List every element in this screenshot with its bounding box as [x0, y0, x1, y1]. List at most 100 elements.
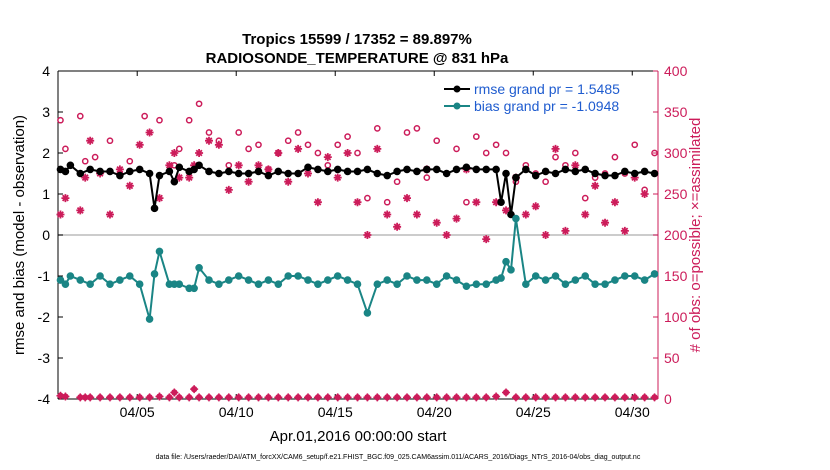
footnote: data file: /Users/raeder/DAI/ATM_forcXX/… — [156, 454, 641, 461]
bias-point — [591, 280, 599, 289]
rmse-point — [175, 163, 184, 172]
obs-assimilated-marker — [244, 177, 253, 186]
obs-assimilated-marker — [204, 136, 213, 145]
obs-bottom-star — [601, 393, 610, 402]
obs-possible-marker — [542, 178, 549, 186]
obs-assimilated-marker — [294, 144, 303, 153]
obs-assimilated-marker — [190, 161, 199, 170]
rmse-point — [125, 167, 134, 176]
bias-point — [175, 280, 184, 289]
obs-bottom-star — [155, 392, 164, 401]
obs-bottom-star — [502, 388, 511, 397]
obs-bottom-star — [620, 393, 629, 402]
obs-possible-marker — [255, 141, 262, 149]
obs-assimilated-marker — [234, 161, 243, 170]
rmse-point — [630, 169, 639, 178]
rmse-point — [66, 161, 75, 170]
rmse-point — [581, 165, 590, 174]
obs-bottom-star — [650, 393, 659, 402]
obs-possible-marker — [423, 174, 431, 181]
obs-bottom-star — [383, 393, 392, 402]
obs-possible-marker — [156, 116, 163, 124]
obs-bottom-star — [521, 393, 530, 402]
obs-assimilated-marker — [304, 169, 312, 178]
bias-point — [254, 280, 263, 289]
obs-assimilated-marker — [482, 235, 491, 244]
rmse-point — [76, 169, 85, 178]
bias-point — [507, 266, 515, 274]
obs-bottom-star — [551, 393, 560, 402]
obs-assimilated-marker — [412, 210, 421, 219]
bias-point — [333, 272, 342, 280]
rmse-point — [234, 169, 243, 178]
obs-possible-marker — [393, 178, 401, 186]
bias-point — [452, 276, 461, 284]
x-tick-label: 04/15 — [318, 404, 353, 420]
y-left-tick-label: 3 — [42, 104, 50, 120]
rmse-point — [423, 165, 431, 174]
legend-bias-marker — [453, 102, 461, 110]
rmse-point — [135, 165, 144, 174]
rmse-point — [190, 165, 198, 174]
bias-point — [215, 280, 223, 289]
rmse-point — [116, 171, 124, 180]
obs-assimilated-marker — [81, 173, 90, 182]
obs-assimilated-marker — [502, 206, 511, 215]
obs-possible-marker — [344, 133, 351, 140]
obs-possible-marker — [284, 137, 292, 145]
obs-assimilated-marker — [333, 173, 342, 182]
obs-bottom-star — [274, 393, 283, 402]
rmse-point — [294, 169, 302, 178]
obs-assimilated-marker — [601, 218, 610, 227]
obs-bottom-star — [472, 393, 481, 402]
bias-point — [373, 280, 382, 289]
obs-possible-marker — [433, 137, 441, 145]
rmse-point — [512, 173, 520, 182]
obs-bottom-star — [531, 393, 540, 402]
obs-assimilated-marker — [343, 149, 352, 157]
obs-bottom-star — [393, 393, 402, 402]
y-left-tick-label: 4 — [42, 63, 50, 79]
obs-possible-marker — [205, 129, 213, 136]
rmse-point — [571, 167, 580, 176]
obs-possible-marker — [492, 141, 500, 149]
obs-bottom-star — [432, 393, 441, 402]
rmse-point — [254, 167, 263, 176]
obs-assimilated-marker — [591, 181, 600, 190]
obs-bottom-star — [214, 393, 223, 402]
obs-assimilated-marker — [363, 231, 372, 239]
rmse-point — [195, 161, 203, 170]
obs-assimilated-marker — [264, 165, 273, 174]
obs-bottom-star — [264, 393, 273, 402]
y-right-tick-label: 50 — [664, 350, 680, 366]
obs-bottom-star — [304, 393, 312, 402]
bias-point — [561, 280, 570, 289]
bias-point — [86, 280, 94, 289]
obs-assimilated-marker — [195, 149, 204, 157]
obs-possible-marker — [581, 194, 589, 202]
obs-bottom-star — [630, 393, 639, 402]
obs-assimilated-marker — [442, 231, 451, 239]
rmse-point — [304, 163, 312, 172]
y-right-tick-label: 100 — [664, 309, 688, 325]
obs-assimilated-marker — [105, 210, 114, 219]
obs-assimilated-marker — [284, 177, 293, 186]
obs-bottom-star — [492, 392, 501, 401]
bias-point — [56, 276, 65, 284]
y-left-tick-label: 2 — [42, 145, 50, 161]
rmse-point — [611, 171, 619, 180]
bias-point — [116, 276, 124, 284]
obs-bottom-star — [135, 393, 144, 402]
obs-assimilated-marker — [620, 226, 629, 235]
bias-point — [363, 309, 372, 317]
obs-assimilated-marker — [472, 198, 481, 207]
rmse-point — [170, 177, 179, 186]
obs-assimilated-marker — [86, 136, 95, 145]
rmse-point — [472, 165, 481, 174]
bias-point — [353, 280, 362, 289]
obs-bottom-star — [353, 393, 362, 402]
obs-assimilated-marker — [135, 140, 144, 149]
obs-bottom-star — [640, 393, 649, 402]
obs-bottom-star — [482, 393, 491, 402]
